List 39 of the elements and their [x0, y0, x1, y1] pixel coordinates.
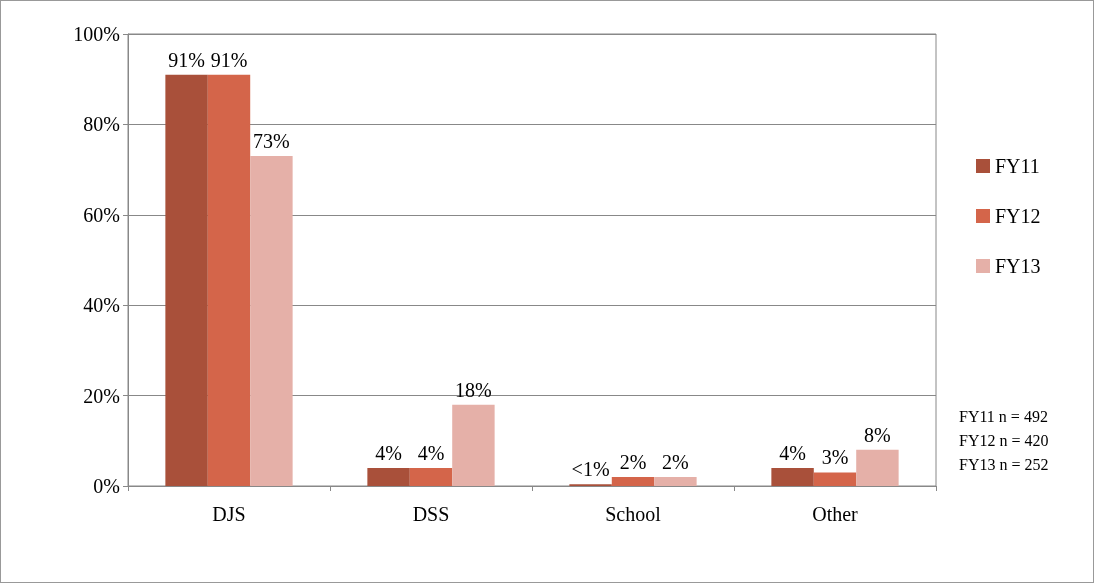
data-label: 4%	[779, 441, 806, 464]
legend-label: FY13	[995, 255, 1041, 277]
text: FY13 n = 252	[959, 455, 1049, 473]
y-tick-label: 40%	[83, 294, 120, 317]
bar	[856, 449, 899, 486]
y-tick-label: 100%	[73, 23, 120, 45]
y-tick-label: 80%	[83, 113, 120, 136]
y-tick-label: 0%	[93, 475, 120, 497]
x-tick-label: School	[605, 503, 662, 525]
bar	[207, 74, 251, 486]
bar	[409, 467, 453, 486]
data-label: 18%	[455, 378, 492, 401]
x-tick-label: Other	[812, 503, 859, 525]
data-label: 4%	[417, 441, 445, 464]
data-label: 73%	[253, 130, 290, 153]
data-label: 3%	[821, 446, 849, 469]
y-tick-label: 20%	[83, 384, 120, 407]
legend-label: FY11	[995, 155, 1040, 177]
bar	[771, 467, 814, 486]
data-label: 91%	[168, 48, 205, 71]
data-label: 2%	[619, 450, 647, 473]
bar	[611, 476, 655, 486]
data-label: 91%	[210, 48, 248, 71]
data-label: 2%	[662, 450, 689, 473]
data-label: <1%	[571, 458, 610, 481]
data-label: 4%	[375, 441, 402, 464]
legend-label: FY12	[995, 205, 1041, 227]
data-label: 8%	[864, 423, 891, 446]
y-tick-label: 60%	[83, 203, 120, 226]
bar	[813, 472, 857, 486]
text: FY11 n = 492	[959, 407, 1048, 425]
bar	[367, 467, 410, 486]
text: FY12 n = 420	[959, 431, 1049, 449]
x-tick-label: DJS	[212, 503, 246, 525]
bar	[452, 404, 495, 486]
bar	[250, 156, 293, 486]
bar	[654, 476, 697, 486]
bar	[165, 74, 208, 486]
x-tick-label: DSS	[412, 503, 450, 525]
